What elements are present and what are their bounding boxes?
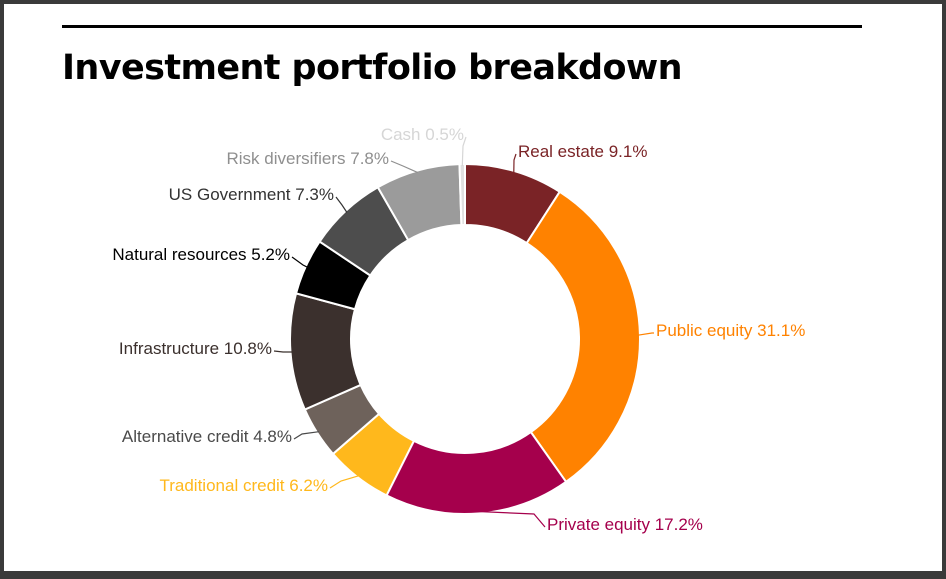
leader-line-us-government [335,196,348,213]
top-rule [62,25,862,28]
leader-line-public-equity [637,332,654,336]
slice-label-infrastructure: Infrastructure 10.8% [119,339,272,358]
leader-line-real-estate [513,153,517,174]
leader-line-risk-diversifiers [390,160,419,174]
leader-line-infrastructure [273,350,293,353]
slice-label-traditional-credit: Traditional credit 6.2% [159,476,328,495]
slice-label-private-equity: Private equity 17.2% [547,515,703,534]
donut-slices [289,162,641,515]
slice-label-us-government: US Government 7.3% [169,185,334,204]
slice-label-public-equity: Public equity 31.1% [656,321,805,340]
slice-label-alternative-credit: Alternative credit 4.8% [122,427,292,446]
leader-line-alternative-credit [293,431,320,440]
slice-private-equity [385,430,568,515]
leader-line-natural-resources [291,256,308,268]
slice-labels: Real estate 9.1% Public equity 31.1% Priva… [112,125,805,534]
leader-lines [273,136,654,528]
leader-line-traditional-credit [329,475,360,489]
leader-line-private-equity [478,510,546,528]
slice-cash [458,162,466,227]
slice-label-natural-resources: Natural resources 5.2% [112,245,290,264]
chart-title: Investment portfolio breakdown [62,48,683,88]
leader-line-cash [461,136,467,167]
slice-label-real-estate: Real estate 9.1% [518,142,647,161]
slice-label-risk-diversifiers: Risk diversifiers 7.8% [227,149,390,168]
slice-public-equity [525,190,641,484]
slice-label-cash: Cash 0.5% [381,125,464,144]
